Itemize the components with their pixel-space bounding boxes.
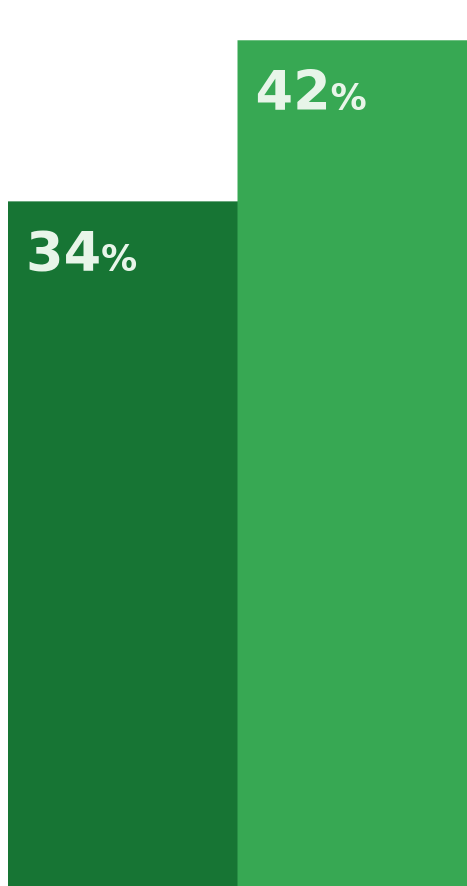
bar-value-unit: %: [101, 238, 137, 279]
bar-2: [237, 40, 467, 886]
bars-group: [8, 40, 467, 886]
bar-value-label-1: 34%: [26, 220, 137, 283]
labels-group: 34%42%: [26, 59, 367, 283]
bar-1: [8, 201, 238, 886]
bar-value-label-2: 42%: [256, 59, 367, 122]
bar-value-number: 42: [256, 59, 331, 122]
bar-value-unit: %: [331, 77, 367, 118]
bar-value-number: 34: [26, 220, 101, 283]
